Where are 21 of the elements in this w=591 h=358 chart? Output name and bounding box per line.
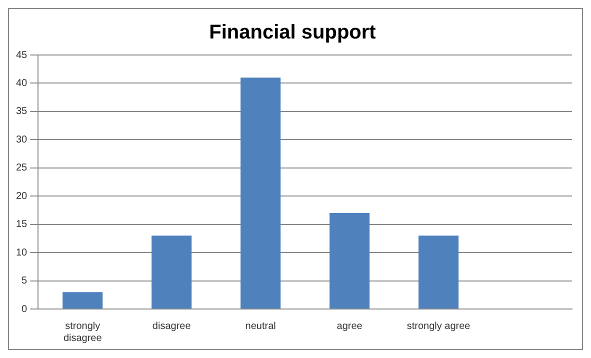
y-tick-label: 0 <box>22 304 28 315</box>
x-tick-label: agree <box>336 320 363 332</box>
y-tick-label: 15 <box>16 219 28 230</box>
y-tick-label: 30 <box>16 134 28 146</box>
chart-title: Financial support <box>209 22 376 44</box>
x-tick-label: strongly disagree <box>63 320 102 344</box>
y-tick-label: 40 <box>16 78 28 89</box>
x-tick-label: strongly agree <box>406 320 471 332</box>
x-tick-label: disagree <box>152 320 192 332</box>
y-tick-label: 5 <box>22 276 28 287</box>
bar <box>240 78 281 308</box>
bar <box>418 236 459 308</box>
y-tick-label: 10 <box>16 247 28 258</box>
y-tick-label: 35 <box>16 106 28 118</box>
bar <box>152 236 192 308</box>
bar <box>330 213 370 308</box>
bar <box>62 292 103 308</box>
y-tick-label: 20 <box>16 190 28 202</box>
y-tick-label: 25 <box>16 162 28 174</box>
y-tick-label: 45 <box>16 50 28 61</box>
x-tick-label: neutral <box>245 320 276 332</box>
